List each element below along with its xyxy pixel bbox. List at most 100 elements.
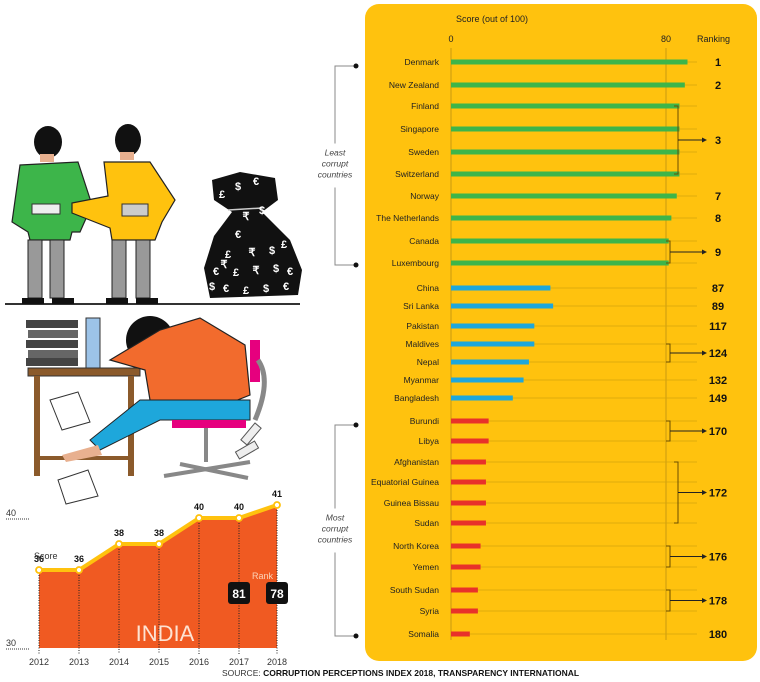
india-area-fill: [39, 505, 277, 648]
country-label: Yemen: [413, 562, 439, 572]
x-axis-title: Score (out of 100): [456, 14, 528, 24]
currency-symbol-icon: ₹: [221, 259, 228, 271]
score-value-label: 38: [154, 528, 164, 538]
country-label: Nepal: [417, 357, 439, 367]
country-label: Afghanistan: [394, 457, 439, 467]
currency-symbol-icon: €: [223, 283, 229, 295]
country-label: Syria: [420, 606, 440, 616]
rank-badge: [266, 582, 288, 604]
currency-symbol-icon: £: [233, 267, 239, 279]
x-tick-label: 0: [448, 34, 453, 44]
bar: [451, 260, 669, 266]
flying-paper-icon: [57, 469, 99, 505]
arrow-head-icon: [702, 554, 707, 559]
ranking-header: Ranking: [697, 34, 730, 44]
currency-symbol-icon: $: [269, 245, 275, 257]
currency-symbol-icon: €: [283, 281, 289, 293]
bar: [451, 479, 486, 485]
currency-symbol-icon: $: [259, 205, 265, 217]
banknote-icon: [240, 422, 262, 446]
bar: [451, 149, 680, 155]
annotation-dot: [353, 633, 359, 639]
arrow-head-icon: [702, 249, 707, 255]
country-label: Sweden: [408, 147, 439, 157]
currency-symbol-icon: $: [273, 263, 279, 275]
score-point: [195, 514, 203, 522]
arrow-head-icon: [702, 490, 707, 495]
currency-symbol-icon: £: [281, 239, 287, 251]
bar: [451, 438, 489, 444]
country-label: Maldives: [405, 339, 439, 349]
arrow-head-icon: [702, 137, 707, 143]
y-tick-label: 40: [6, 508, 16, 518]
source-note: SOURCE: CORRUPTION PERCEPTIONS INDEX 201…: [222, 668, 579, 678]
chart-panel: [365, 4, 757, 661]
rank-value: 2: [715, 80, 721, 92]
bar: [451, 608, 478, 614]
sleeping-man-icon: [62, 316, 251, 462]
country-label: Singapore: [400, 124, 439, 134]
country-label: Somalia: [408, 629, 439, 639]
bar: [451, 171, 680, 177]
currency-symbol-icon: €: [235, 229, 241, 241]
score-value-label: 36: [34, 554, 44, 564]
annotation-dot: [353, 262, 359, 268]
bar: [451, 103, 680, 109]
currency-symbol-icon: £: [219, 189, 225, 201]
year-label: 2018: [267, 657, 287, 667]
office-scene-illustration: [26, 316, 267, 505]
bar: [451, 459, 486, 465]
score-value-label: 36: [74, 554, 84, 564]
bar: [451, 377, 524, 383]
annotation-text: countries: [318, 170, 353, 180]
rank-value: 176: [709, 552, 727, 564]
currency-symbol-icon: ₹: [249, 247, 256, 259]
country-label: South Sudan: [390, 585, 439, 595]
bar: [451, 285, 551, 291]
currency-symbol-icon: $: [235, 181, 241, 193]
year-label: 2017: [229, 657, 249, 667]
money-bag-icon: $ €£₹ $€£ ₹ $€ £ ₹ $€ £ $ €₹£$€: [204, 172, 302, 298]
rank-value: 170: [709, 426, 727, 438]
annotation-dot: [353, 63, 359, 69]
rank-badge-value: 78: [270, 587, 284, 601]
country-label: New Zealand: [389, 80, 439, 90]
year-label: 2013: [69, 657, 89, 667]
currency-symbol-icon: $: [209, 281, 215, 293]
year-label: 2016: [189, 657, 209, 667]
score-value-label: 41: [272, 489, 282, 499]
bar: [451, 323, 535, 329]
man-yellow-icon: [71, 124, 176, 304]
country-label: Sudan: [414, 518, 439, 528]
bar: [451, 520, 486, 526]
annotation-text: Most: [326, 513, 345, 523]
annotation-bracket: [334, 424, 356, 509]
currency-symbol-icon: €: [287, 266, 293, 278]
arrow-head-icon: [702, 428, 707, 434]
currency-symbol-icon: ₹: [243, 211, 250, 223]
rank-value: 89: [712, 301, 724, 313]
rank-value: 180: [709, 629, 727, 641]
bar: [451, 303, 554, 309]
bar: [451, 631, 470, 637]
annotation-text: countries: [318, 535, 353, 545]
annotation-text: Least: [325, 148, 346, 158]
country-label: Equatorial Guinea: [371, 477, 439, 487]
bar: [451, 500, 486, 506]
annotation-bracket: [334, 187, 356, 266]
bar: [451, 59, 688, 65]
annotation-text: corrupt: [322, 159, 349, 169]
flying-paper-icon: [49, 391, 91, 431]
rank-badge: [228, 582, 250, 604]
rank-value: 87: [712, 283, 724, 295]
country-label: Canada: [409, 236, 439, 246]
country-label: Burundi: [410, 416, 439, 426]
bar: [451, 126, 680, 132]
rank-value: 172: [709, 488, 727, 500]
rank-value: 3: [715, 135, 721, 147]
banknote-icon: [234, 440, 260, 460]
bar: [451, 193, 677, 199]
y-tick-label: 30: [6, 638, 16, 648]
score-point: [35, 566, 43, 574]
